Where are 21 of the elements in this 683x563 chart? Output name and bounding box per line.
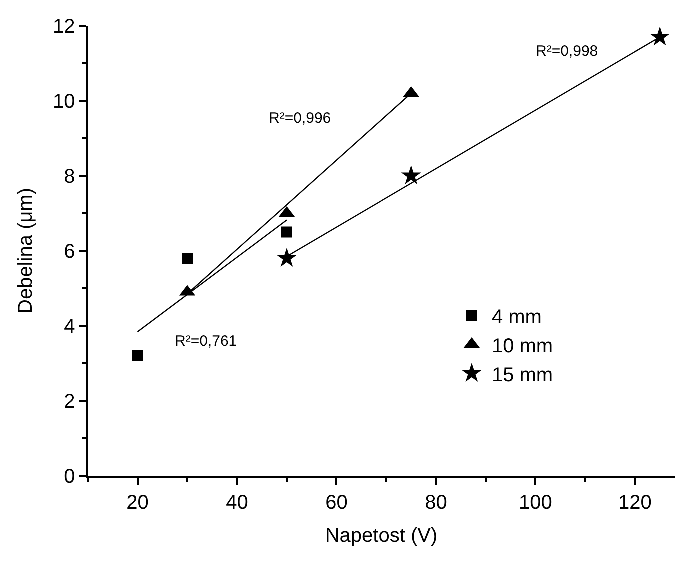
y-tick-label: 6: [64, 241, 76, 263]
annotation: R²=0,996: [269, 110, 332, 127]
y-tick-label: 2: [64, 391, 76, 413]
x-tick-label: 120: [618, 492, 652, 514]
y-tick-label: 8: [64, 166, 76, 188]
annotation: R²=0,998: [536, 43, 598, 60]
y-tick-label: 10: [53, 91, 76, 113]
x-tick-label: 20: [126, 492, 149, 514]
x-tick-label: 100: [519, 492, 552, 514]
y-tick-label: 4: [64, 316, 76, 338]
y-tick-label: 12: [53, 16, 76, 38]
legend-label: 15 mm: [492, 364, 554, 386]
legend-label: 10 mm: [492, 335, 554, 358]
x-tick-label: 60: [326, 492, 348, 514]
y-tick-label: 0: [64, 466, 76, 488]
x-tick-label: 40: [226, 492, 248, 514]
x-tick-label: 80: [425, 492, 448, 514]
annotation: R²=0,761: [175, 333, 238, 350]
y-axis-title: Debelina (μm): [15, 188, 37, 314]
x-axis-title: Napetost (V): [325, 524, 438, 547]
legend-label: 4 mm: [492, 306, 542, 328]
